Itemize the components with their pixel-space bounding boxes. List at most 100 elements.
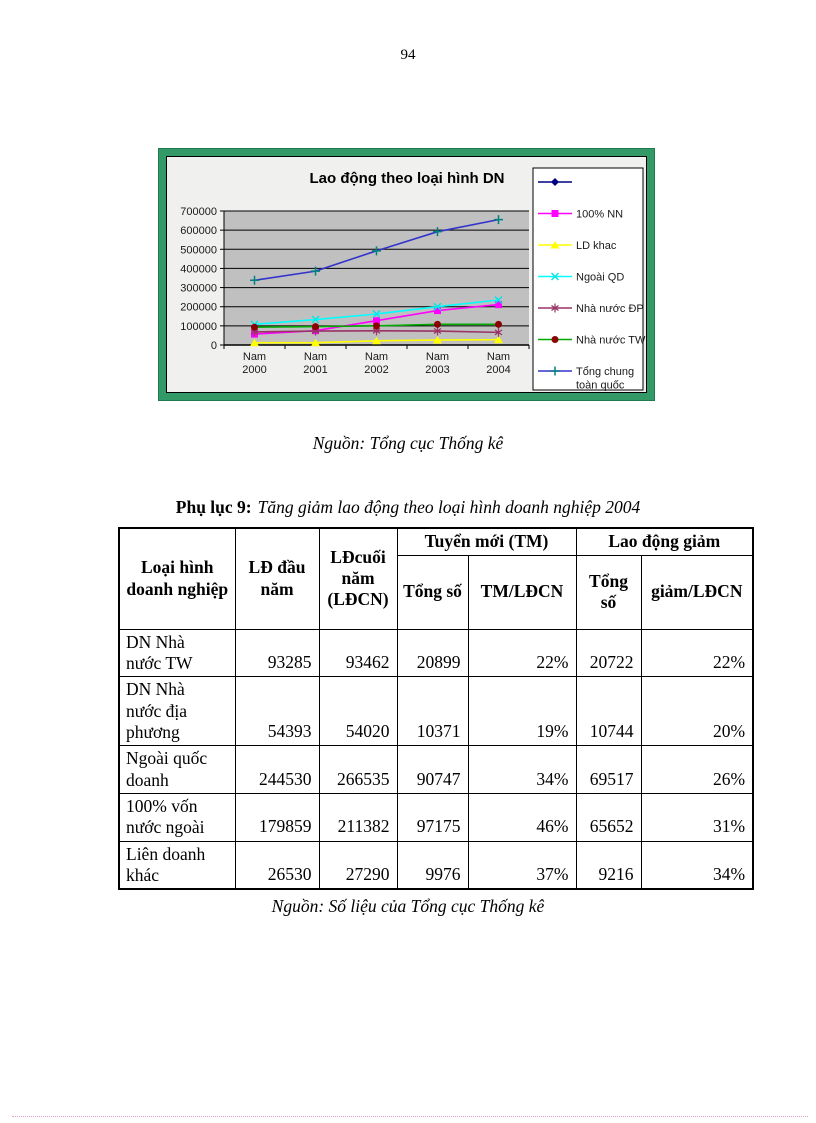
legend-entry: Tổng chung toàn quốc xyxy=(538,366,634,392)
triangle-marker xyxy=(311,338,320,347)
value-cell: 34% xyxy=(467,745,577,794)
circle-marker xyxy=(251,323,258,331)
y-tick-label: 700000 xyxy=(180,206,217,218)
header-ld-start: LĐ đầu năm xyxy=(234,527,320,630)
y-tick-label: 500000 xyxy=(180,244,217,256)
triangle-marker xyxy=(494,335,503,344)
legend-entry: Nhà nước ĐP xyxy=(538,303,644,315)
square-marker xyxy=(495,301,502,309)
value-cell: 69517 xyxy=(575,745,642,794)
plus-marker xyxy=(433,227,442,237)
x-tick-label: Nam 2000 xyxy=(242,351,266,376)
chart-frame: 0 100000 200000 300000 400000 500000 600000 700… xyxy=(158,148,655,401)
legend-entry: LD khac xyxy=(538,240,617,252)
plus-marker xyxy=(250,275,259,285)
asterisk-marker xyxy=(494,327,503,337)
value-cell: 20722 xyxy=(575,628,642,678)
triangle-marker xyxy=(550,241,560,249)
value-cell: 37% xyxy=(467,840,577,890)
value-cell: 179859 xyxy=(234,792,320,842)
value-cell: 22% xyxy=(640,628,754,678)
plus-marker xyxy=(550,366,560,376)
diamond-marker xyxy=(551,178,559,186)
x-tick-label: Nam 2001 xyxy=(303,351,327,376)
y-tick-label: 200000 xyxy=(180,302,217,314)
y-tick-label: 400000 xyxy=(180,263,217,275)
header-enterprise-type: Loại hình doanh nghiệp xyxy=(118,527,236,630)
x-marker xyxy=(372,309,381,318)
header-group-labor-reduction: Lao động giảm xyxy=(575,527,754,556)
header-reduce-total: Tổng số xyxy=(575,554,642,630)
table-row: 100% vốn nước ngoài 179859 211382 97175 46% 6… xyxy=(118,792,754,842)
row-label-cell: Liên doanh khác xyxy=(118,840,236,890)
value-cell: 244530 xyxy=(234,745,320,794)
header-group-new-hires: Tuyển mới (TM) xyxy=(396,527,577,556)
y-tick-label: 300000 xyxy=(180,283,217,295)
page-bottom-dotted-rule xyxy=(12,1116,808,1117)
square-marker xyxy=(551,210,559,217)
table-source-note: Nguồn: Số liệu của Tổng cục Thống kê xyxy=(271,896,545,916)
table-row: DN Nhà nước TW 93285 93462 20899 22% 20722 22% xyxy=(118,628,754,678)
value-cell: 20899 xyxy=(396,628,469,678)
value-cell: 93285 xyxy=(234,628,320,678)
circle-marker xyxy=(551,336,559,343)
row-label-cell: DN Nhà nước TW xyxy=(118,628,236,678)
y-tick-label: 100000 xyxy=(180,321,217,333)
value-cell: 10371 xyxy=(396,676,469,747)
y-tick-label: 600000 xyxy=(180,225,217,237)
value-cell: 9976 xyxy=(396,840,469,890)
asterisk-marker xyxy=(433,326,442,336)
x-marker xyxy=(433,302,442,311)
chart-title: Lao động theo loại hình DN xyxy=(310,170,505,187)
labor-line-chart: 0 100000 200000 300000 400000 500000 600000 700… xyxy=(166,156,647,393)
chart-source-note: Nguồn: Tổng cục Thống kê xyxy=(312,433,504,453)
value-cell: 90747 xyxy=(396,745,469,794)
plus-marker xyxy=(311,266,320,276)
legend-label: Nhà nước TW xyxy=(576,335,646,347)
row-label-cell: 100% vốn nước ngoài xyxy=(118,792,236,842)
value-cell: 27290 xyxy=(318,840,398,890)
header-reduce-ratio: giảm/LĐCN xyxy=(640,554,754,630)
x-tick-label: Nam 2003 xyxy=(425,351,449,376)
labor-chart-svg: 0 100000 200000 300000 400000 500000 600000 700… xyxy=(180,167,646,392)
square-marker xyxy=(373,317,380,325)
value-cell: 46% xyxy=(467,792,577,842)
triangle-marker xyxy=(250,338,259,347)
x-marker xyxy=(494,296,503,305)
value-cell: 266535 xyxy=(318,745,398,794)
row-label-cell: DN Nhà nước địa phương xyxy=(118,676,236,747)
series-LD khac xyxy=(250,335,503,347)
x-tick-label: Nam 2002 xyxy=(364,351,388,376)
table-row: Liên doanh khác 26530 27290 9976 37% 9216 34% xyxy=(118,840,754,890)
value-cell: 97175 xyxy=(396,792,469,842)
value-cell: 65652 xyxy=(575,792,642,842)
header-new-total: Tổng số xyxy=(396,554,469,630)
legend-entry xyxy=(538,178,572,186)
row-label-cell: Ngoài quốc doanh xyxy=(118,745,236,794)
legend-label: Tổng chung toàn quốc xyxy=(576,366,634,392)
value-cell: 20% xyxy=(640,676,754,747)
value-cell: 19% xyxy=(467,676,577,747)
circle-marker xyxy=(312,323,319,331)
asterisk-marker xyxy=(551,303,559,313)
triangle-marker xyxy=(433,336,442,344)
header-new-ratio: TM/LĐCN xyxy=(467,554,577,630)
value-cell: 54020 xyxy=(318,676,398,747)
table-caption-label: Phụ lục 9: xyxy=(175,497,252,517)
value-cell: 31% xyxy=(640,792,754,842)
series-Tổng chung toàn quốc xyxy=(250,215,503,285)
circle-marker xyxy=(434,320,441,328)
value-cell: 34% xyxy=(640,840,754,890)
table-caption-text: Tăng giảm lao động theo loại hình doanh … xyxy=(257,497,641,517)
chart-legend: 100% NN LD khac Ngoài QD Nhà nước ĐP Nhà nướ… xyxy=(532,167,646,392)
legend-label: Nhà nước ĐP xyxy=(576,303,644,315)
header-ld-end: LĐcuối năm (LĐCN) xyxy=(318,527,398,630)
x-tick-label: Nam 2004 xyxy=(486,351,510,376)
value-cell: 10744 xyxy=(575,676,642,747)
value-cell: 211382 xyxy=(318,792,398,842)
circle-marker xyxy=(495,320,502,328)
y-tick-label: 0 xyxy=(211,340,217,352)
x-marker xyxy=(551,272,559,281)
value-cell: 54393 xyxy=(234,676,320,747)
square-marker xyxy=(434,307,441,315)
